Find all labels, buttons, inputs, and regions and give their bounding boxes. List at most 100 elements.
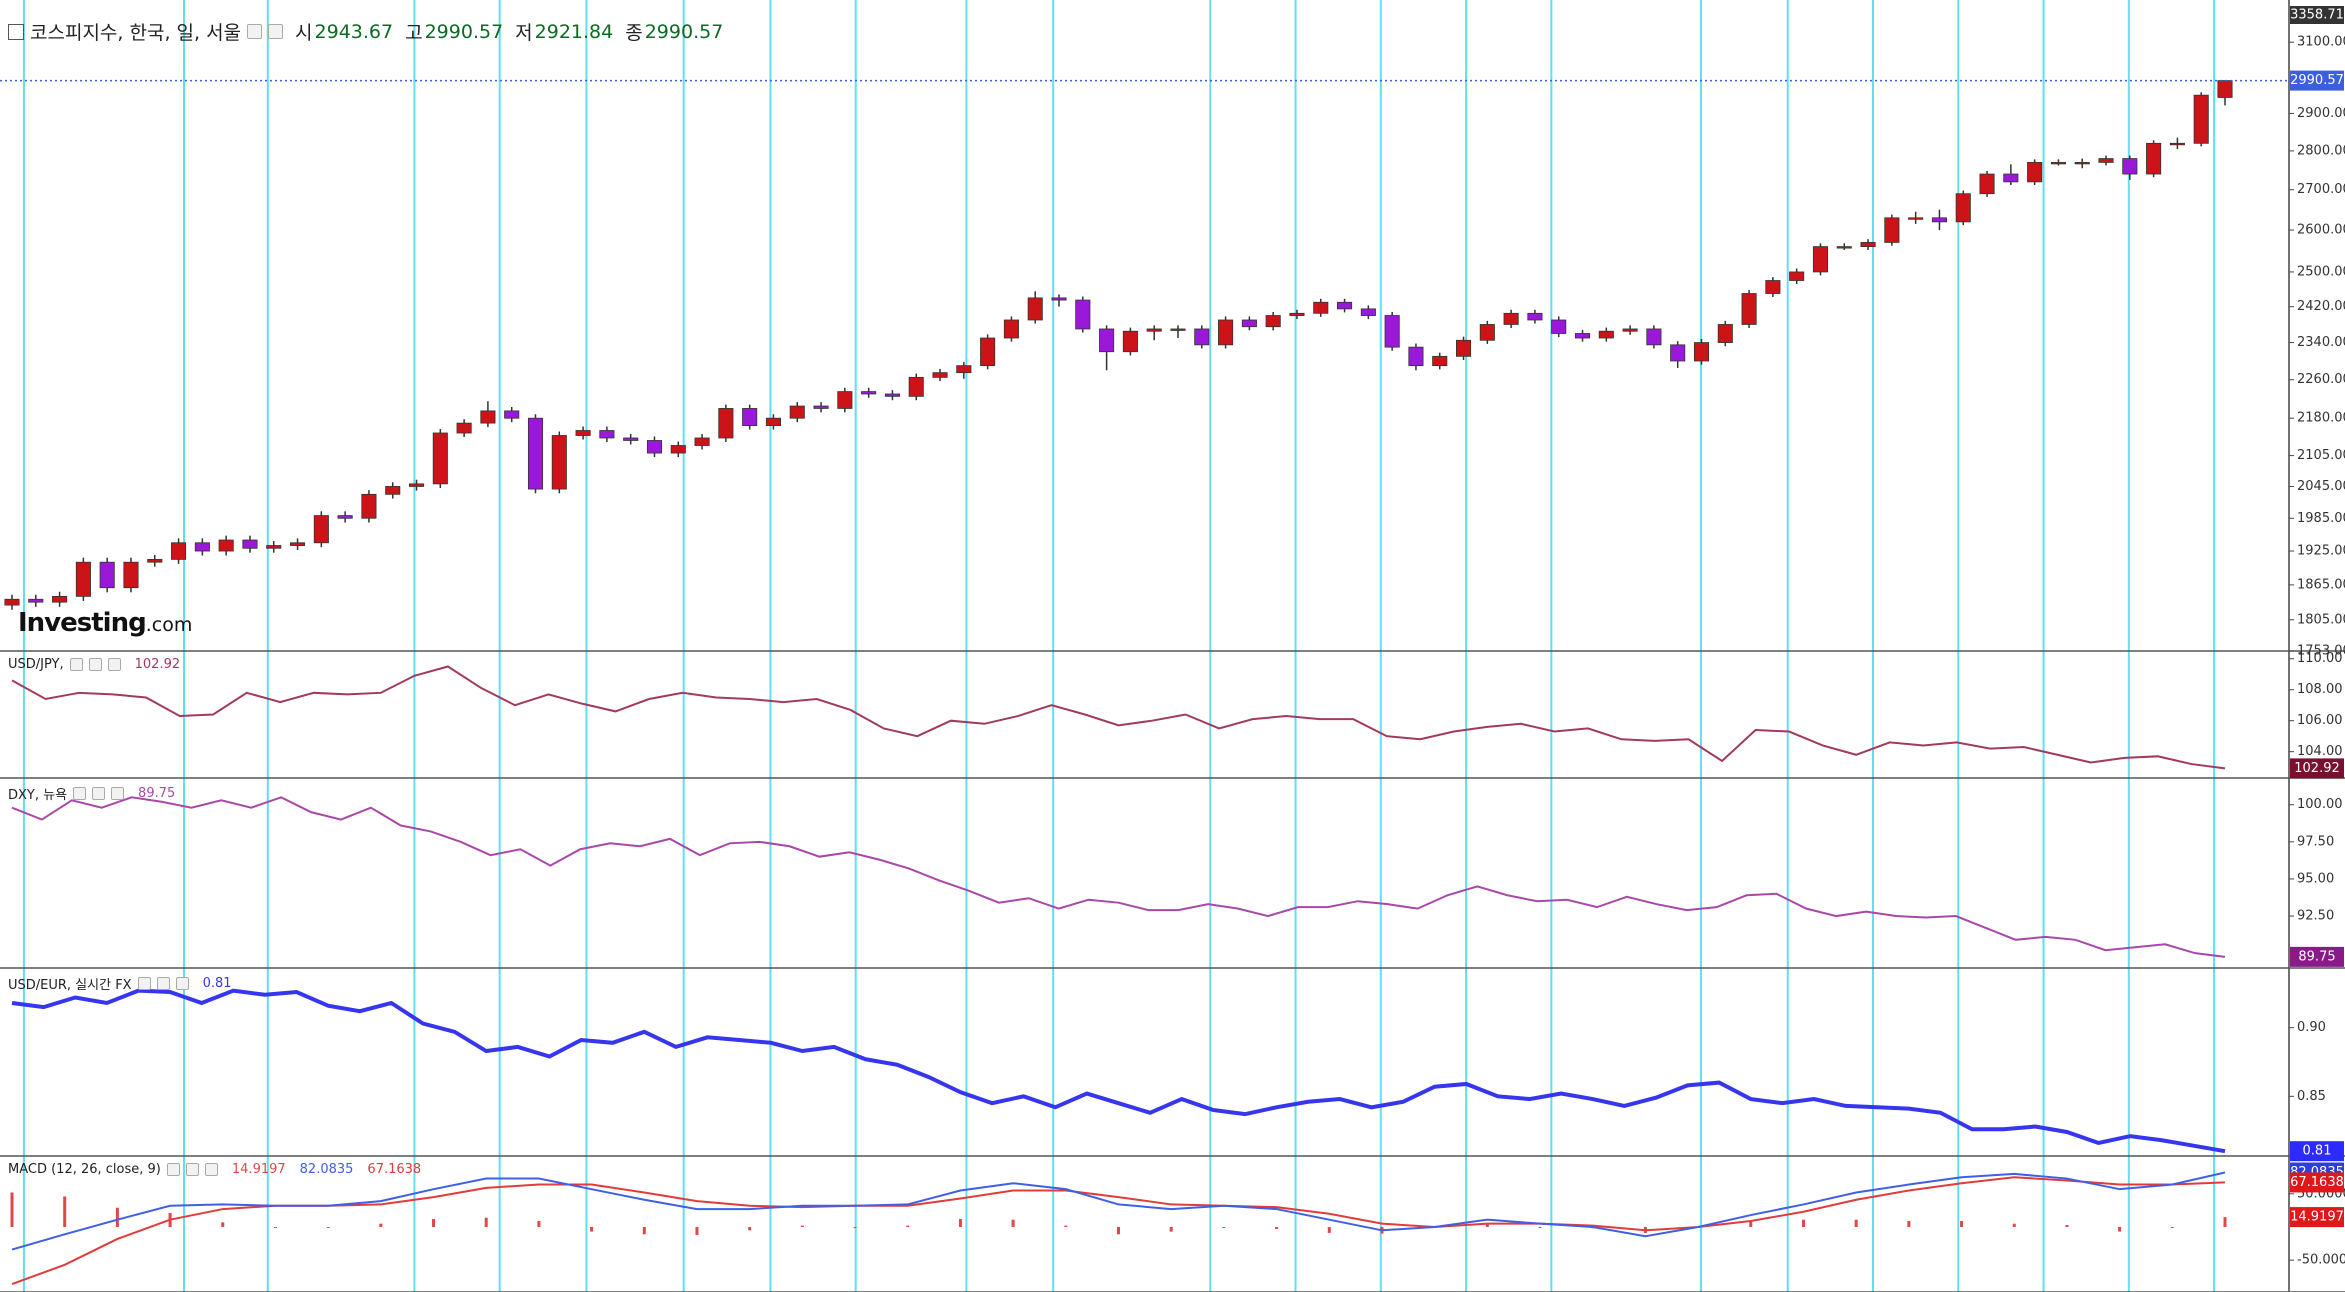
panel-header: 코스피지수, 한국, 일, 서울 시 2943.67 고 2990.57 저 2921.84… bbox=[8, 18, 723, 45]
histogram-bar bbox=[2170, 1226, 2174, 1228]
series-line bbox=[11, 796, 2226, 958]
histogram-bar bbox=[1275, 1226, 1279, 1229]
last-value: 102.92 bbox=[134, 657, 181, 672]
panel-title: USD/JPY, bbox=[8, 657, 64, 672]
histogram-bar bbox=[115, 1207, 119, 1227]
histogram-bar bbox=[2065, 1224, 2069, 1227]
candle-body bbox=[147, 559, 163, 563]
y-tick-label: 106.00 bbox=[2297, 713, 2343, 728]
histogram-bar bbox=[1117, 1226, 1120, 1235]
candle-body bbox=[2146, 142, 2162, 175]
histogram-bar bbox=[1801, 1219, 1805, 1227]
ohlc-label: 시 bbox=[295, 22, 313, 44]
candle-body bbox=[694, 437, 710, 446]
y-tick-label: 110.00 bbox=[2297, 651, 2343, 666]
y-tick-label: 2180.00 bbox=[2297, 411, 2345, 426]
y-tick-label: 95.00 bbox=[2297, 871, 2334, 886]
last-price-badge bbox=[2290, 70, 2344, 91]
candle-body bbox=[2169, 142, 2185, 146]
y-tick-label: 97.50 bbox=[2297, 834, 2334, 849]
histogram-bar bbox=[800, 1225, 804, 1227]
candle-body bbox=[2003, 173, 2019, 183]
candle-body bbox=[2217, 80, 2233, 98]
ohlc-value: 2943.67 bbox=[314, 20, 394, 43]
y-tick-label: 2900.00 bbox=[2297, 106, 2345, 121]
icon bbox=[107, 658, 121, 671]
histogram-bar bbox=[1749, 1221, 1753, 1227]
candle-body bbox=[932, 372, 948, 378]
y-tick-label: 92.50 bbox=[2297, 909, 2334, 924]
histogram-bar bbox=[1854, 1219, 1858, 1227]
candle-body bbox=[1337, 301, 1353, 310]
candle-body bbox=[1384, 315, 1400, 348]
histogram-bar bbox=[642, 1226, 646, 1235]
candle-body bbox=[1884, 217, 1900, 243]
candle-body bbox=[432, 432, 448, 485]
candle-body bbox=[623, 437, 639, 441]
candle-body bbox=[1218, 319, 1234, 346]
icon bbox=[156, 977, 170, 990]
histogram-bar bbox=[1011, 1219, 1015, 1227]
chart-title: 코스피지수, 한국, 일, 서울 bbox=[30, 22, 242, 44]
icon bbox=[268, 24, 284, 39]
y-tick-label: 108.00 bbox=[2297, 682, 2343, 697]
candle-body bbox=[718, 408, 734, 439]
logo-suffix: .com bbox=[145, 614, 193, 636]
icon bbox=[204, 1163, 218, 1176]
histogram-bar bbox=[2012, 1223, 2016, 1227]
candle-body bbox=[1075, 299, 1091, 330]
ohlc-label: 종 bbox=[625, 22, 643, 44]
candle-body bbox=[1360, 308, 1376, 316]
y-tick-label: 2105.00 bbox=[2297, 448, 2345, 463]
candle-body bbox=[1170, 328, 1186, 331]
candle-body bbox=[123, 561, 139, 589]
histogram-bar bbox=[379, 1223, 383, 1227]
histogram-bar bbox=[10, 1192, 14, 1227]
candle-body bbox=[551, 435, 567, 490]
candle-body bbox=[1574, 333, 1591, 339]
ohlc-value: 2921.84 bbox=[534, 20, 614, 43]
candle-body bbox=[861, 391, 877, 395]
candle-body bbox=[1527, 312, 1543, 321]
histogram-bar bbox=[1064, 1225, 1068, 1227]
candle-body bbox=[1670, 344, 1686, 362]
candle-body bbox=[456, 422, 472, 434]
icon bbox=[73, 787, 87, 800]
histogram-bar bbox=[1222, 1226, 1226, 1228]
candle-body bbox=[28, 598, 44, 603]
candle-body bbox=[1289, 312, 1305, 316]
histogram-bar bbox=[1907, 1221, 1911, 1227]
series-line bbox=[11, 665, 2226, 770]
ohlc-label: 저 bbox=[515, 22, 533, 44]
series-line bbox=[11, 1171, 2226, 1251]
icon bbox=[92, 787, 106, 800]
candle-body bbox=[1931, 217, 1947, 223]
y-tick-label: 2800.00 bbox=[2297, 143, 2345, 158]
top-badge-label: 3358.71 bbox=[2290, 8, 2344, 23]
histogram-bar bbox=[1960, 1221, 1964, 1227]
candle-body bbox=[1789, 271, 1805, 281]
last-value-badge-label: 0.81 bbox=[2303, 1144, 2332, 1159]
candle-body bbox=[527, 417, 544, 490]
top-badge bbox=[2290, 6, 2344, 24]
icon bbox=[69, 658, 83, 671]
candle-body bbox=[218, 539, 234, 552]
panel-title: USD/EUR, 실시간 FX bbox=[8, 978, 132, 993]
candle-body bbox=[1194, 328, 1210, 346]
candle-body bbox=[980, 337, 996, 367]
candle-body bbox=[2050, 162, 2066, 165]
candle-body bbox=[1836, 246, 1852, 249]
y-tick-label: 2045.00 bbox=[2297, 479, 2345, 494]
candle-body bbox=[1432, 355, 1448, 367]
candle-body bbox=[1241, 319, 1257, 328]
macd-badge-label: 14.9197 bbox=[2290, 1210, 2344, 1225]
histogram-bar bbox=[853, 1226, 857, 1228]
candle-body bbox=[1551, 319, 1567, 334]
histogram-bar bbox=[221, 1222, 225, 1227]
last-value-badge-label: 89.75 bbox=[2298, 949, 2335, 964]
candle-body bbox=[1693, 342, 1710, 362]
candle-body bbox=[575, 430, 591, 436]
candle-body bbox=[1741, 293, 1757, 325]
candle-body bbox=[2193, 94, 2209, 144]
histogram-bar bbox=[1169, 1226, 1173, 1232]
